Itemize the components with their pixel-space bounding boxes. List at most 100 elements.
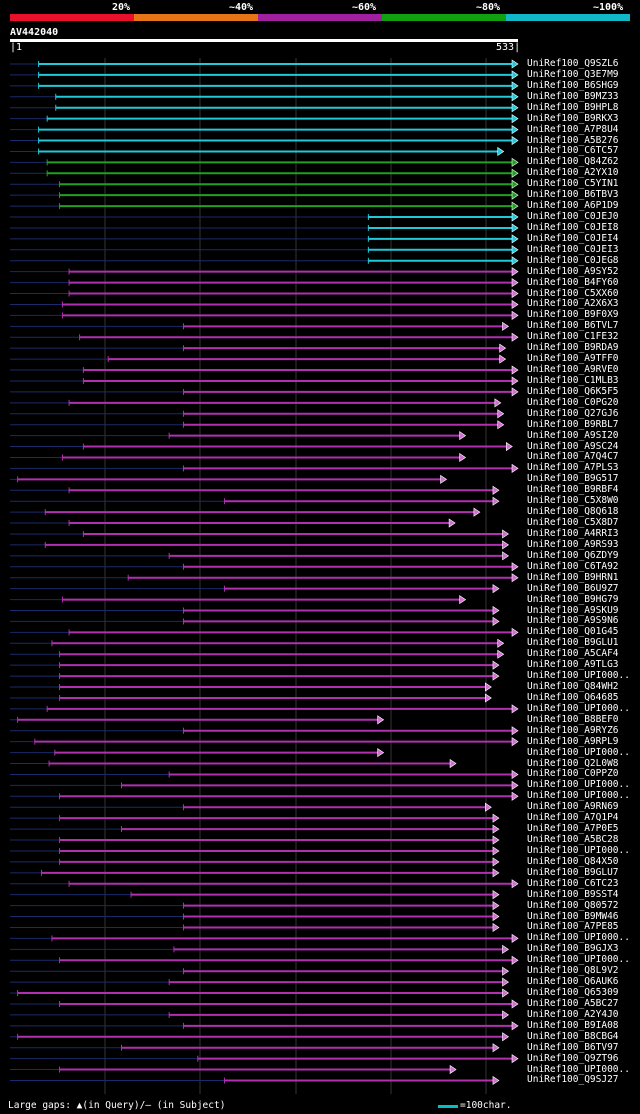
hit-row[interactable]: [10, 605, 500, 616]
hit-row[interactable]: [10, 791, 519, 801]
hit-label[interactable]: UniRef100_Q84WH2: [527, 681, 619, 692]
hit-label[interactable]: UniRef100_B8CBG4: [527, 1030, 619, 1042]
hit-row[interactable]: [10, 890, 500, 900]
hit-label[interactable]: UniRef100_Q65309: [527, 987, 619, 999]
hit-label[interactable]: UniRef100_C0JEG8: [527, 254, 619, 266]
hit-row[interactable]: [10, 267, 519, 277]
hit-row[interactable]: [10, 584, 500, 594]
hit-row[interactable]: [10, 1075, 500, 1086]
hit-row[interactable]: [10, 278, 519, 288]
hit-row[interactable]: [10, 125, 519, 135]
hit-label[interactable]: UniRef100_B6U9Z7: [527, 582, 619, 594]
hit-row[interactable]: [10, 485, 500, 495]
hit-row[interactable]: [10, 441, 513, 452]
hit-row[interactable]: [10, 1010, 510, 1020]
hit-row[interactable]: [10, 201, 519, 211]
hit-label[interactable]: UniRef100_C0JEJ0: [527, 211, 619, 223]
hit-label[interactable]: UniRef100_B9RBL7: [527, 418, 619, 430]
hit-label[interactable]: UniRef100_A9RVE0: [527, 364, 619, 376]
hit-label[interactable]: UniRef100_A7Q1P4: [527, 812, 619, 824]
hit-label[interactable]: UniRef100_Q6K5F5: [527, 385, 619, 397]
hit-label[interactable]: UniRef100_UPI000..: [527, 932, 630, 944]
hit-label[interactable]: UniRef100_Q9ZT96: [527, 1052, 619, 1064]
hit-label[interactable]: UniRef100_A6P1D9: [527, 200, 619, 212]
hit-row[interactable]: [10, 955, 519, 965]
hit-row[interactable]: [10, 310, 519, 320]
hit-row[interactable]: [10, 245, 519, 255]
hit-row[interactable]: [10, 507, 481, 517]
hit-label[interactable]: UniRef100_A7Q4C7: [527, 451, 619, 463]
hit-row[interactable]: [10, 299, 519, 310]
hit-label[interactable]: UniRef100_Q2L0W8: [527, 757, 619, 769]
hit-label[interactable]: UniRef100_B9GJX3: [527, 943, 619, 955]
hit-label[interactable]: UniRef100_Q8L9V2: [527, 965, 619, 977]
hit-row[interactable]: [10, 81, 519, 91]
hit-row[interactable]: [10, 431, 467, 441]
hit-label[interactable]: UniRef100_B9F0X9: [527, 309, 619, 321]
hit-row[interactable]: [10, 682, 492, 692]
hit-label[interactable]: UniRef100_A2X6X3: [527, 298, 619, 310]
hit-row[interactable]: [10, 562, 519, 572]
hit-label[interactable]: UniRef100_A9RPL9: [527, 735, 619, 747]
hit-row[interactable]: [10, 999, 519, 1009]
hit-row[interactable]: [10, 595, 467, 605]
hit-row[interactable]: [10, 463, 519, 473]
hit-row[interactable]: [10, 780, 519, 790]
hit-row[interactable]: [10, 256, 519, 266]
hit-label[interactable]: UniRef100_C6TC57: [527, 145, 619, 157]
hit-label[interactable]: UniRef100_B4FY60: [527, 276, 619, 288]
hit-label[interactable]: UniRef100_A9RN69: [527, 801, 619, 813]
hit-label[interactable]: UniRef100_Q01G45: [527, 626, 619, 638]
hit-label[interactable]: UniRef100_C0PG20: [527, 396, 619, 408]
hit-label[interactable]: UniRef100_B9HPL8: [527, 101, 619, 113]
hit-label[interactable]: UniRef100_UPI000..: [527, 790, 630, 802]
hit-label[interactable]: UniRef100_A9SI20: [527, 429, 619, 441]
hit-label[interactable]: UniRef100_Q6AUK6: [527, 976, 619, 988]
hit-row[interactable]: [10, 190, 519, 200]
hit-row[interactable]: [10, 988, 510, 998]
hit-label[interactable]: UniRef100_Q3E7M9: [527, 68, 619, 80]
hit-label[interactable]: UniRef100_B9RBF4: [527, 484, 619, 496]
hit-row[interactable]: [10, 1064, 457, 1075]
hit-label[interactable]: UniRef100_B6TVL7: [527, 320, 619, 332]
hit-label[interactable]: UniRef100_B9HRN1: [527, 571, 619, 583]
hit-row[interactable]: [10, 551, 510, 561]
hit-row[interactable]: [10, 649, 505, 659]
hit-label[interactable]: UniRef100_B6TBV3: [527, 189, 619, 201]
hit-row[interactable]: [10, 966, 510, 976]
hit-row[interactable]: [10, 452, 467, 463]
hit-row[interactable]: [10, 376, 519, 386]
hit-row[interactable]: [10, 671, 500, 681]
hit-row[interactable]: [10, 1032, 510, 1042]
hit-label[interactable]: UniRef100_B9HG79: [527, 593, 619, 605]
hit-row[interactable]: [10, 92, 519, 102]
hit-row[interactable]: [10, 223, 519, 233]
hit-label[interactable]: UniRef100_C1MLB3: [527, 374, 619, 386]
hit-label[interactable]: UniRef100_B9G517: [527, 473, 619, 485]
hit-label[interactable]: UniRef100_UPI000..: [527, 746, 630, 758]
hit-row[interactable]: [10, 627, 519, 637]
hit-label[interactable]: UniRef100_B9RKX3: [527, 112, 619, 124]
hit-row[interactable]: [10, 835, 500, 845]
hit-row[interactable]: [10, 846, 500, 856]
hit-row[interactable]: [10, 824, 500, 834]
hit-label[interactable]: UniRef100_A7PLS3: [527, 462, 619, 474]
hit-label[interactable]: UniRef100_A2Y4J0: [527, 1008, 619, 1020]
hit-row[interactable]: [10, 933, 519, 943]
hit-row[interactable]: [10, 813, 500, 823]
hit-label[interactable]: UniRef100_A4RRI3: [527, 527, 619, 539]
hit-row[interactable]: [10, 868, 500, 878]
hit-label[interactable]: UniRef100_A9S9N6: [527, 615, 619, 627]
hit-row[interactable]: [10, 922, 500, 933]
hit-row[interactable]: [10, 879, 519, 889]
hit-label[interactable]: UniRef100_B8BEF0: [527, 713, 619, 725]
hit-row[interactable]: [10, 474, 448, 484]
hit-row[interactable]: [10, 234, 519, 244]
hit-label[interactable]: UniRef100_A9SY52: [527, 265, 619, 277]
hit-row[interactable]: [10, 693, 492, 703]
hit-row[interactable]: [10, 398, 502, 408]
hit-row[interactable]: [10, 616, 500, 626]
hit-row[interactable]: [10, 135, 519, 146]
hit-row[interactable]: [10, 321, 510, 331]
hit-label[interactable]: UniRef100_B9IA08: [527, 1019, 619, 1031]
